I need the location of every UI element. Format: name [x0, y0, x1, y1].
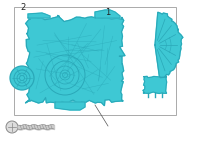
Text: 1: 1 — [105, 8, 111, 17]
Text: 2: 2 — [20, 3, 26, 12]
Bar — [14, 7, 176, 115]
Circle shape — [10, 66, 34, 90]
Polygon shape — [25, 15, 125, 106]
Polygon shape — [28, 13, 50, 18]
Circle shape — [6, 121, 18, 133]
Polygon shape — [155, 12, 183, 78]
Polygon shape — [55, 102, 85, 110]
Polygon shape — [143, 76, 167, 93]
Circle shape — [14, 70, 30, 86]
Polygon shape — [95, 10, 120, 18]
